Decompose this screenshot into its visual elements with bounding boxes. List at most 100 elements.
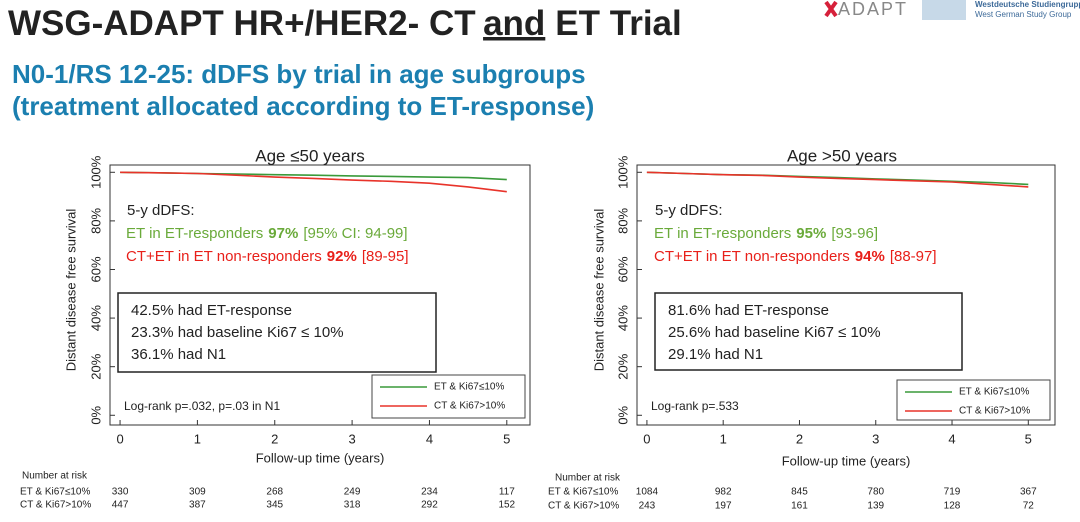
risk-count: 845 xyxy=(791,487,808,498)
x-tick-label: 3 xyxy=(872,431,879,446)
plot-frame xyxy=(636,164,1056,426)
y-tick-label: 20% xyxy=(615,353,630,379)
summary-ci: [88-97] xyxy=(890,248,937,265)
risk-row-name: ET & Ki67≤10% xyxy=(20,487,90,498)
info-line: 81.6% had ET-response xyxy=(668,302,829,319)
summary-heading: 5-y dDFS: xyxy=(655,202,723,219)
info-line: 36.1% had N1 xyxy=(131,346,226,363)
risk-row-name: CT & Ki67>10% xyxy=(548,501,619,512)
risk-count: 780 xyxy=(867,487,884,498)
x-axis-label: Follow-up time (years) xyxy=(256,450,385,465)
org-name: Westdeutsche Studiengruppe xyxy=(975,0,1080,9)
org-logo xyxy=(922,0,966,20)
summary-row: CT+ET in ET non-responders 92% [89-95] xyxy=(126,248,409,265)
org-name: West German Study Group xyxy=(975,10,1072,19)
legend-label: CT & Ki67>10% xyxy=(434,401,505,412)
y-tick-label: 20% xyxy=(88,353,103,379)
summary-row: ET in ET-responders 95% [93-96] xyxy=(654,225,878,242)
x-tick-label: 2 xyxy=(271,431,278,446)
summary-ci: [89-95] xyxy=(362,248,409,265)
risk-count: 249 xyxy=(344,487,361,498)
risk-count: 318 xyxy=(344,500,361,511)
info-box xyxy=(654,292,963,371)
legend-label: CT & Ki67>10% xyxy=(959,406,1030,417)
risk-count: 117 xyxy=(499,487,515,498)
risk-count: 292 xyxy=(421,500,438,511)
risk-count: 234 xyxy=(421,487,438,498)
legend-box xyxy=(896,379,1051,421)
summary-ci: [93-96] xyxy=(831,225,878,242)
logo-text: ADAPT xyxy=(838,0,908,19)
y-axis-label: Distant disease free survival xyxy=(591,209,606,372)
legend-label: ET & Ki67≤10% xyxy=(434,382,504,393)
summary-value: 92% xyxy=(327,248,357,265)
summary-value: 95% xyxy=(796,225,826,242)
y-tick-label: 60% xyxy=(88,256,103,282)
info-box xyxy=(117,292,437,373)
y-tick-label: 60% xyxy=(615,256,630,282)
risk-count: 367 xyxy=(1020,487,1037,498)
summary-label: ET in ET-responders xyxy=(126,225,263,242)
risk-count: 330 xyxy=(112,487,129,498)
title-part: ET Trial xyxy=(555,4,681,43)
info-line: 23.3% had baseline Ki67 ≤ 10% xyxy=(131,324,344,341)
risk-count: 268 xyxy=(266,487,283,498)
risk-row-name: CT & Ki67>10% xyxy=(20,500,91,511)
risk-heading: Number at risk xyxy=(555,473,621,484)
info-line: 42.5% had ET-response xyxy=(131,302,292,319)
title-part: and xyxy=(483,4,545,43)
subtitle-line: N0-1/RS 12-25: dDFS by trial in age subg… xyxy=(12,59,586,89)
y-tick-label: 40% xyxy=(615,305,630,331)
logrank: Log-rank p=.533 xyxy=(651,399,739,413)
y-tick-label: 0% xyxy=(88,405,103,424)
risk-count: 197 xyxy=(715,501,732,512)
summary-label: CT+ET in ET non-responders xyxy=(126,248,322,265)
risk-count: 345 xyxy=(266,500,283,511)
risk-count: 72 xyxy=(1023,501,1035,512)
legend-box xyxy=(371,374,526,419)
info-line: 25.6% had baseline Ki67 ≤ 10% xyxy=(668,324,881,341)
risk-count: 128 xyxy=(944,501,961,512)
y-tick-label: 0% xyxy=(615,405,630,424)
y-tick-label: 100% xyxy=(88,155,103,189)
risk-count: 387 xyxy=(189,500,206,511)
plot-frame xyxy=(109,164,531,426)
y-axis-label: Distant disease free survival xyxy=(63,209,78,372)
x-tick-label: 5 xyxy=(503,431,510,446)
y-tick-label: 80% xyxy=(88,207,103,233)
risk-count: 1084 xyxy=(636,487,659,498)
summary-row: ET in ET-responders 97% [95% CI: 94-99] xyxy=(126,225,408,242)
slide-title: WSG-ADAPT HR+/HER2- CT and ET Trial xyxy=(8,4,682,43)
y-tick-label: 100% xyxy=(615,155,630,189)
chart-title: Age ≤50 years xyxy=(255,146,365,165)
logrank: Log-rank p=.032, p=.03 in N1 xyxy=(124,399,280,413)
x-tick-label: 4 xyxy=(948,431,955,446)
info-line: 29.1% had N1 xyxy=(668,346,763,363)
summary-row: CT+ET in ET non-responders 94% [88-97] xyxy=(654,248,937,265)
x-tick-label: 0 xyxy=(116,431,123,446)
risk-count: 719 xyxy=(944,487,961,498)
summary-label: CT+ET in ET non-responders xyxy=(654,248,850,265)
risk-count: 152 xyxy=(498,500,515,511)
risk-count: 139 xyxy=(867,501,884,512)
risk-count: 243 xyxy=(639,501,656,512)
risk-count: 161 xyxy=(791,501,808,512)
summary-value: 97% xyxy=(268,225,298,242)
summary-value: 94% xyxy=(855,248,885,265)
x-tick-label: 1 xyxy=(194,431,201,446)
risk-count: 447 xyxy=(112,500,129,511)
x-axis-label: Follow-up time (years) xyxy=(782,453,911,468)
survival-curve xyxy=(120,171,507,193)
x-tick-label: 2 xyxy=(796,431,803,446)
x-tick-label: 1 xyxy=(720,431,727,446)
y-tick-label: 40% xyxy=(88,305,103,331)
risk-count: 982 xyxy=(715,487,732,498)
x-tick-label: 3 xyxy=(348,431,355,446)
legend-label: ET & Ki67≤10% xyxy=(959,387,1029,398)
summary-label: ET in ET-responders xyxy=(654,225,791,242)
chart-title: Age >50 years xyxy=(787,146,897,165)
risk-heading: Number at risk xyxy=(22,471,88,482)
summary-heading: 5-y dDFS: xyxy=(127,202,195,219)
survival-curve xyxy=(646,171,1029,188)
